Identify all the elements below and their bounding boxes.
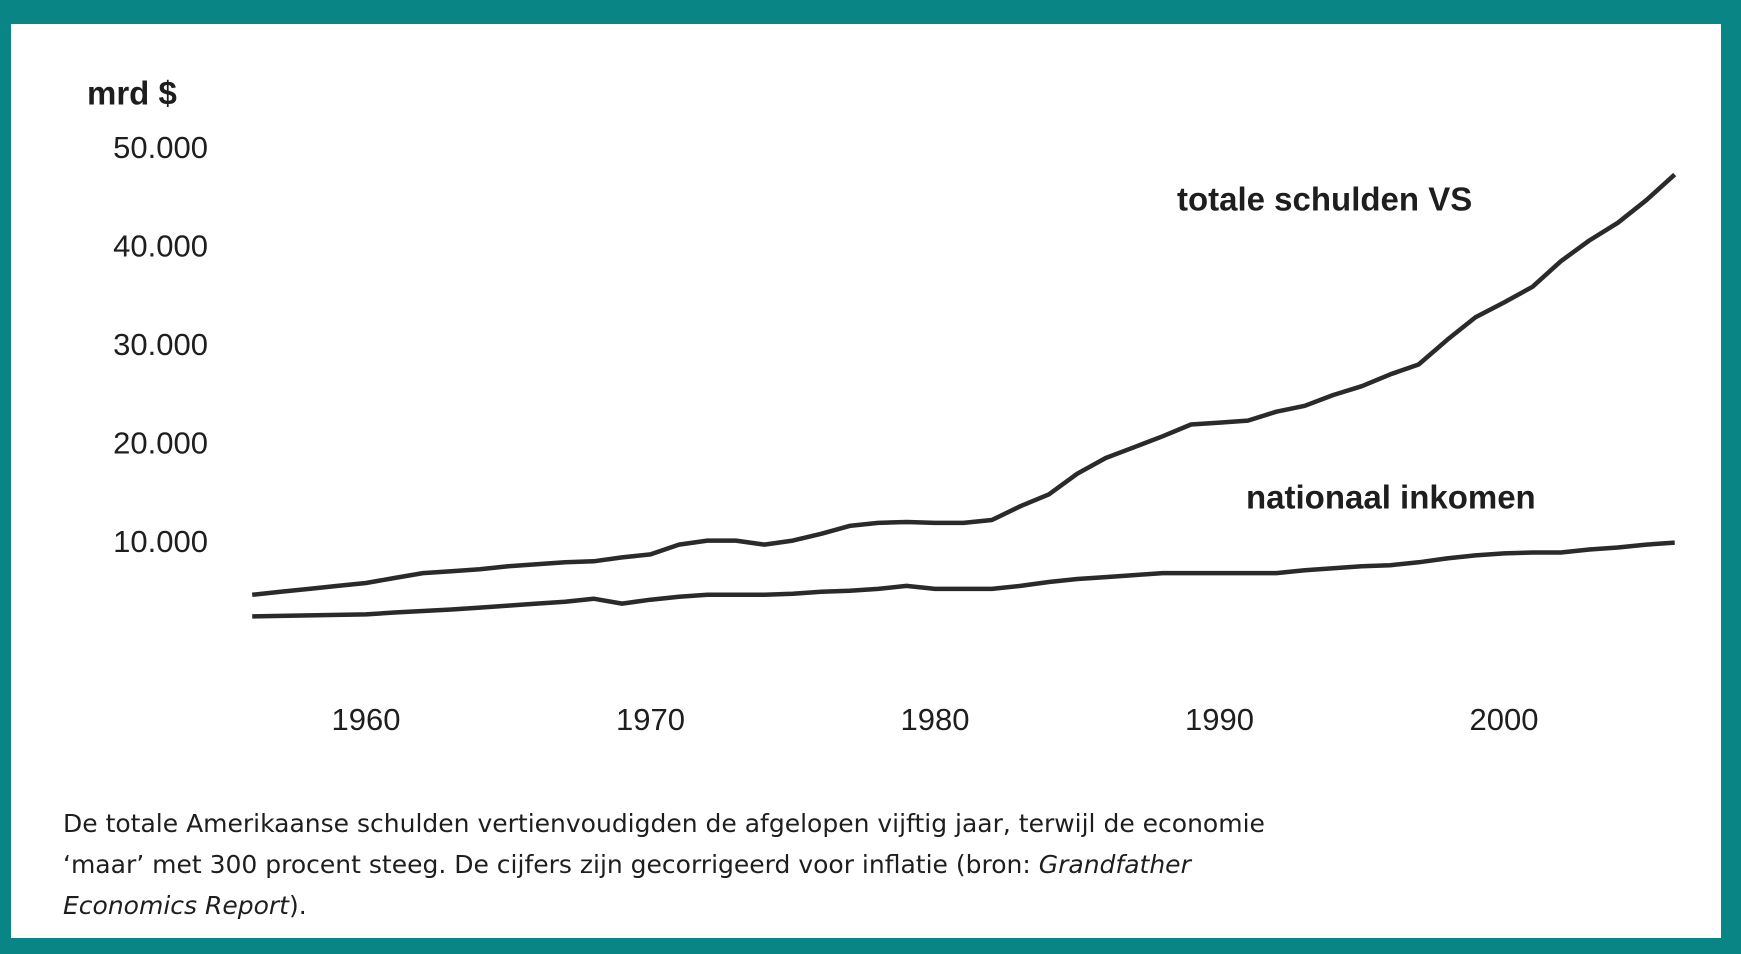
y-axis-label: mrd $ [87, 75, 177, 112]
x-tick-label: 1990 [1185, 702, 1254, 737]
y-tick-label: 30.000 [113, 327, 208, 362]
background [11, 24, 1721, 938]
series-label: nationaal inkomen [1246, 479, 1536, 516]
caption-text: Economics Report [63, 891, 290, 920]
series-line [251, 172, 1677, 598]
x-tick-label: 1960 [332, 702, 401, 737]
y-tick-label: 50.000 [113, 130, 208, 165]
caption-text: ). [289, 891, 307, 920]
x-tick-label: 2000 [1470, 702, 1539, 737]
x-tick-label: 1980 [901, 702, 970, 737]
series-line [252, 540, 1675, 619]
y-tick-label: 20.000 [113, 425, 208, 460]
caption-line: ‘maar’ met 300 procent steeg. De cijfers… [63, 850, 1193, 879]
series-label: totale schulden VS [1177, 181, 1472, 218]
caption-line: Economics Report). [63, 891, 307, 920]
y-tick-label: 10.000 [113, 524, 208, 559]
caption-text: ‘maar’ met 300 procent steeg. De cijfers… [63, 850, 1039, 879]
x-tick-label: 1970 [616, 702, 685, 737]
caption-text: De totale Amerikaanse schulden vertienvo… [63, 809, 1265, 838]
caption-line: De totale Amerikaanse schulden vertienvo… [63, 809, 1265, 838]
y-tick-label: 40.000 [113, 229, 208, 264]
caption-text: Grandfather [1039, 850, 1193, 879]
